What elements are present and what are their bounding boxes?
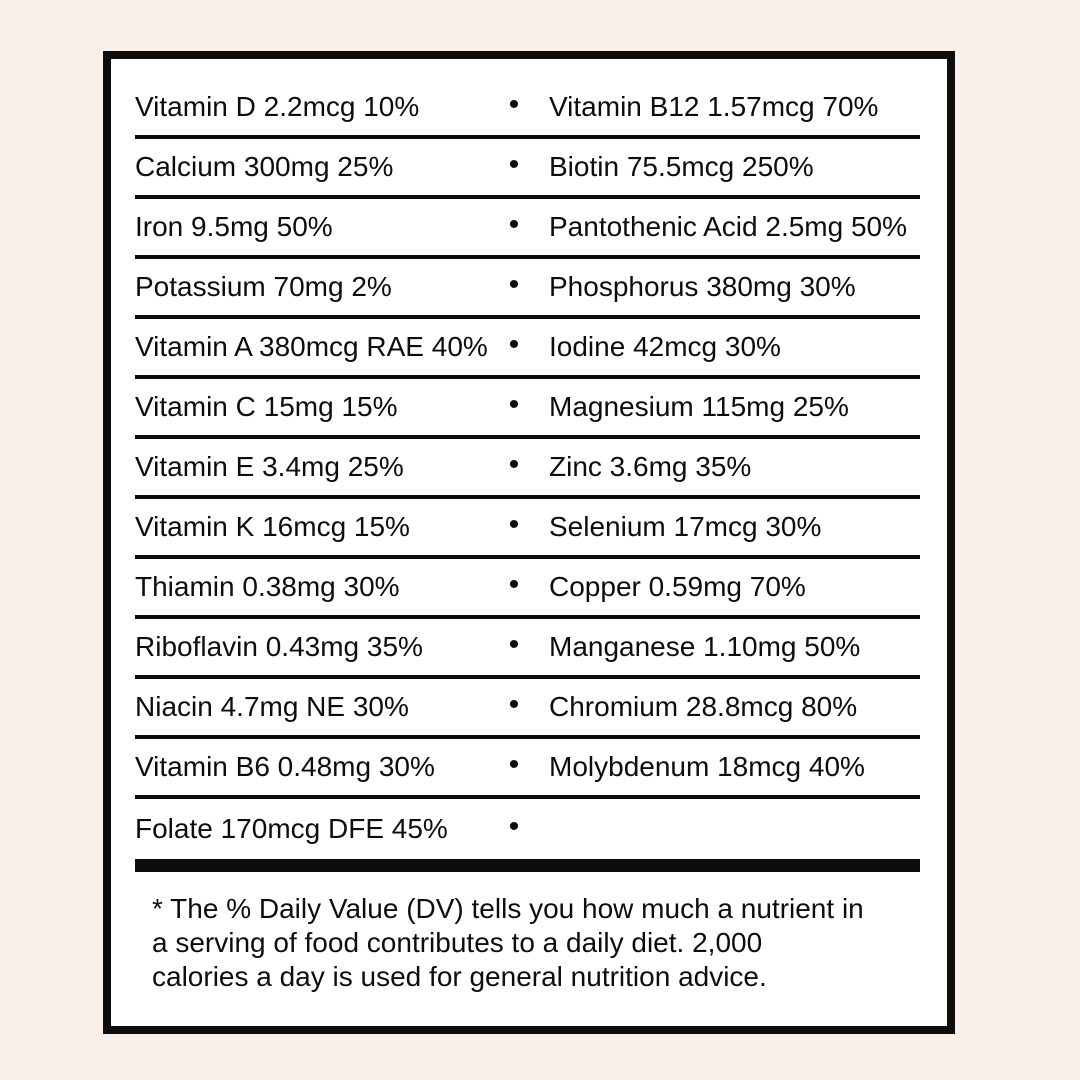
bullet-separator-icon: • xyxy=(508,810,520,843)
nutrient-right-text: Selenium 17mcg 30% xyxy=(549,511,822,542)
nutrient-right-text: Magnesium 115mg 25% xyxy=(549,391,849,422)
table-row: Riboflavin 0.43mg 35% • Manganese 1.10mg 5… xyxy=(135,619,920,679)
nutrient-left-text: Vitamin E 3.4mg 25% xyxy=(135,451,404,482)
table-row: Vitamin B6 0.48mg 30% • Molybdenum 18mcg 4… xyxy=(135,739,920,799)
table-row: Vitamin D 2.2mcg 10% • Vitamin B12 1.57mcg… xyxy=(135,79,920,139)
bullet-separator-icon: • xyxy=(508,268,520,301)
bullet-separator-icon: • xyxy=(508,448,520,481)
table-row: Thiamin 0.38mg 30% • Copper 0.59mg 70% xyxy=(135,559,920,619)
panel-content: Vitamin D 2.2mcg 10% • Vitamin B12 1.57mcg… xyxy=(111,59,947,1026)
bullet-separator-icon: • xyxy=(508,148,520,181)
bullet-separator-icon: • xyxy=(508,88,520,121)
bullet-separator-icon: • xyxy=(508,628,520,661)
nutrient-left-text: Vitamin B6 0.48mg 30% xyxy=(135,751,435,782)
nutrient-right-text: Copper 0.59mg 70% xyxy=(549,571,806,602)
bullet-separator-icon: • xyxy=(508,508,520,541)
nutrient-left-text: Calcium 300mg 25% xyxy=(135,151,394,182)
nutrient-right-text: Phosphorus 380mg 30% xyxy=(549,271,856,302)
table-row: Potassium 70mg 2% • Phosphorus 380mg 30% xyxy=(135,259,920,319)
nutrient-left-text: Folate 170mcg DFE 45% xyxy=(135,813,448,844)
nutrient-left-text: Niacin 4.7mg NE 30% xyxy=(135,691,409,722)
nutrient-left-text: Iron 9.5mg 50% xyxy=(135,211,333,242)
nutrient-left-text: Thiamin 0.38mg 30% xyxy=(135,571,400,602)
table-row: Iron 9.5mg 50% • Pantothenic Acid 2.5mg 50… xyxy=(135,199,920,259)
nutrients-table: Vitamin D 2.2mcg 10% • Vitamin B12 1.57mcg… xyxy=(135,79,920,859)
nutrient-right-text: Molybdenum 18mcg 40% xyxy=(549,751,865,782)
nutrient-left-text: Vitamin K 16mcg 15% xyxy=(135,511,410,542)
nutrient-left-text: Potassium 70mg 2% xyxy=(135,271,392,302)
table-row: Vitamin C 15mg 15% • Magnesium 115mg 25% xyxy=(135,379,920,439)
daily-value-footnote: * The % Daily Value (DV) tells you how m… xyxy=(152,893,864,992)
nutrient-right-text: Chromium 28.8mcg 80% xyxy=(549,691,858,722)
table-row: Vitamin E 3.4mg 25% • Zinc 3.6mg 35% xyxy=(135,439,920,499)
table-row: Calcium 300mg 25% • Biotin 75.5mcg 250% xyxy=(135,139,920,199)
nutrient-right-text: Zinc 3.6mg 35% xyxy=(549,451,752,482)
table-row: Niacin 4.7mg NE 30% • Chromium 28.8mcg 80% xyxy=(135,679,920,739)
nutrient-left-text: Vitamin C 15mg 15% xyxy=(135,391,398,422)
nutrient-right-text: Biotin 75.5mcg 250% xyxy=(549,151,814,182)
thick-divider-bar xyxy=(135,859,920,872)
nutrient-right-text: Iodine 42mcg 30% xyxy=(549,331,781,362)
table-row: Vitamin A 380mcg RAE 40% • Iodine 42mcg 30… xyxy=(135,319,920,379)
nutrient-right-text: Manganese 1.10mg 50% xyxy=(549,631,861,662)
bullet-separator-icon: • xyxy=(508,328,520,361)
bullet-separator-icon: • xyxy=(508,748,520,781)
bullet-separator-icon: • xyxy=(508,208,520,241)
bullet-separator-icon: • xyxy=(508,688,520,721)
nutrient-left-text: Vitamin D 2.2mcg 10% xyxy=(135,91,420,122)
supplement-facts-panel: Vitamin D 2.2mcg 10% • Vitamin B12 1.57mcg… xyxy=(103,51,955,1034)
table-row: Folate 170mcg DFE 45% • xyxy=(135,799,920,859)
nutrient-right-text: Vitamin B12 1.57mcg 70% xyxy=(549,91,879,122)
nutrient-right-text: Pantothenic Acid 2.5mg 50% xyxy=(549,211,908,242)
nutrient-left-text: Riboflavin 0.43mg 35% xyxy=(135,631,423,662)
nutrient-left-text: Vitamin A 380mcg RAE 40% xyxy=(135,331,488,362)
table-row: Vitamin K 16mcg 15% • Selenium 17mcg 30% xyxy=(135,499,920,559)
bullet-separator-icon: • xyxy=(508,568,520,601)
bullet-separator-icon: • xyxy=(508,388,520,421)
